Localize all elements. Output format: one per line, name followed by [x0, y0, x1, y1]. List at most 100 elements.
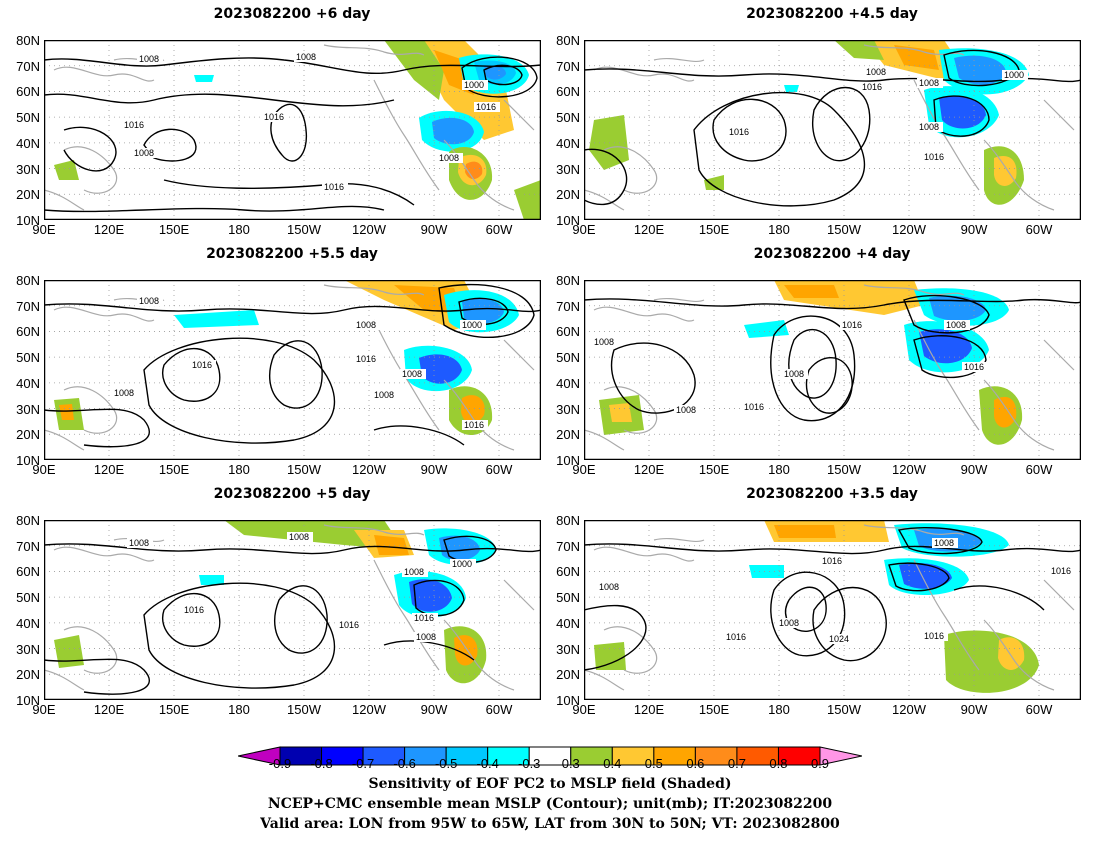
- coastline: [63, 146, 118, 194]
- contour-label: 1008: [784, 369, 804, 379]
- latitude-tick-label: 80N: [16, 273, 40, 288]
- contour-label: 1000: [462, 320, 482, 330]
- contour-label: 1000: [452, 559, 472, 569]
- caption-line-3: Valid area: LON from 95W to 65W, LAT fro…: [260, 816, 840, 832]
- coastline: [323, 524, 425, 536]
- contour-label-bg: [132, 148, 158, 158]
- coastline: [44, 429, 85, 451]
- contour-label: 1008: [296, 52, 316, 62]
- coastline: [863, 284, 965, 296]
- map-svg-6: 1008 1016 1008 1008 1024 1016 1016 1016: [584, 520, 1081, 700]
- latitude-tick-label: 70N: [16, 298, 40, 314]
- map-frame: [44, 280, 541, 460]
- sensitivity-shading: [54, 635, 84, 668]
- longitude-tick-label: 180: [768, 222, 790, 237]
- contour-label-bg: [597, 582, 623, 592]
- longitude-tick-label: 120E: [93, 702, 125, 717]
- mslp-contour: [44, 303, 541, 315]
- latitude-tick-label: 20N: [16, 667, 40, 683]
- contour-label-bg: [840, 320, 866, 330]
- map-panel-4: 1008 1016 1008 1008 1008 1016 1016: [584, 280, 1081, 460]
- contour-label-bg: [127, 538, 153, 548]
- latitude-tick-label: 50N: [556, 590, 580, 606]
- contour-label-bg: [400, 369, 426, 379]
- latitude-tick-label: 40N: [16, 135, 40, 151]
- contour-label: 1008: [779, 618, 799, 628]
- mslp-contour: [770, 315, 856, 422]
- map-frame: [584, 520, 1081, 700]
- contour-label-bg: [742, 402, 768, 412]
- contour-label-bg: [782, 369, 808, 379]
- contour-label: 1008: [919, 122, 939, 132]
- contour-label: 1016: [414, 613, 434, 623]
- mslp-contour: [373, 425, 465, 446]
- contour-label-bg: [182, 605, 208, 615]
- coastline: [593, 546, 695, 562]
- longitude-tick-label: 120E: [93, 222, 125, 237]
- longitude-tick-label: 150W: [287, 462, 321, 477]
- latitude-tick-label: 70N: [16, 538, 40, 554]
- contour-label-bg: [962, 362, 988, 372]
- longitude-tick-label: 120W: [892, 702, 926, 717]
- latitude-tick-label: 40N: [556, 375, 580, 391]
- contour-label: 1016: [744, 402, 764, 412]
- latitude-tick-label: 80N: [556, 33, 580, 48]
- sensitivity-shading: [465, 161, 483, 180]
- sensitivity-shading: [174, 310, 259, 328]
- map-svg-5: 1008 1008 1000 1008 1016 1016 1016 1008: [44, 520, 541, 700]
- latitude-tick-label: 30N: [556, 401, 580, 417]
- longitude-tick-label: 150E: [698, 222, 730, 237]
- coastline: [1043, 579, 1075, 611]
- sensitivity-shading: [594, 642, 626, 670]
- contour-label-bg: [727, 127, 753, 137]
- mslp-contour: [483, 64, 523, 86]
- contour-label: 1016: [729, 127, 749, 137]
- contour-label: 1008: [946, 320, 966, 330]
- mslp-contour: [584, 298, 1081, 310]
- mslp-contour: [163, 179, 415, 206]
- coastline: [323, 284, 425, 296]
- coastline: [584, 669, 625, 691]
- caption-line-2: NCEP+CMC ensemble mean MSLP (Contour); u…: [267, 796, 833, 812]
- mslp-contour: [933, 95, 990, 137]
- contour-label: 1016: [339, 620, 359, 630]
- contour-label-bg: [592, 337, 618, 347]
- coastline: [913, 559, 980, 671]
- sensitivity-shading: [609, 403, 632, 422]
- colorbar-tick-label: -0.3: [518, 756, 541, 771]
- contour-label-bg: [674, 405, 700, 415]
- mslp-contour: [812, 586, 887, 662]
- contour-label-bg: [462, 80, 488, 90]
- contour-label: 1016: [192, 360, 212, 370]
- longitude-tick-label: 150W: [827, 702, 861, 717]
- latitude-tick-label: 50N: [16, 110, 40, 126]
- sensitivity-shading: [409, 579, 452, 612]
- sensitivity-shading: [834, 40, 884, 60]
- mslp-contour: [788, 329, 837, 399]
- latitude-tick-label: 80N: [16, 513, 40, 528]
- mslp-contour: [44, 658, 150, 695]
- longitude-tick-label: 150E: [698, 702, 730, 717]
- contour-label-bg: [860, 82, 886, 92]
- longitude-tick-label: 120E: [633, 702, 665, 717]
- mslp-contour: [805, 357, 853, 414]
- longitude-tick-label: 120W: [352, 222, 386, 237]
- longitude-tick-label: 150W: [827, 462, 861, 477]
- contour-label: 1016: [464, 420, 484, 430]
- mslp-contour: [953, 585, 1045, 611]
- contour-label-bg: [402, 567, 428, 577]
- contour-label: 1016: [862, 82, 882, 92]
- coastline: [53, 546, 155, 562]
- contour-label-bg: [922, 631, 948, 641]
- mslp-contour: [584, 543, 1081, 555]
- longitude-tick-label: 90W: [960, 462, 988, 477]
- coastline: [584, 189, 625, 211]
- longitude-tick-label: 120E: [633, 462, 665, 477]
- coastline: [503, 579, 535, 611]
- contour-label: 1008: [114, 388, 134, 398]
- latitude-tick-label: 80N: [16, 33, 40, 48]
- latitude-tick-label: 20N: [556, 427, 580, 443]
- longitude-tick-label: 90E: [572, 462, 596, 477]
- contour-label-bg: [917, 122, 943, 132]
- contour-label: 1016: [822, 556, 842, 566]
